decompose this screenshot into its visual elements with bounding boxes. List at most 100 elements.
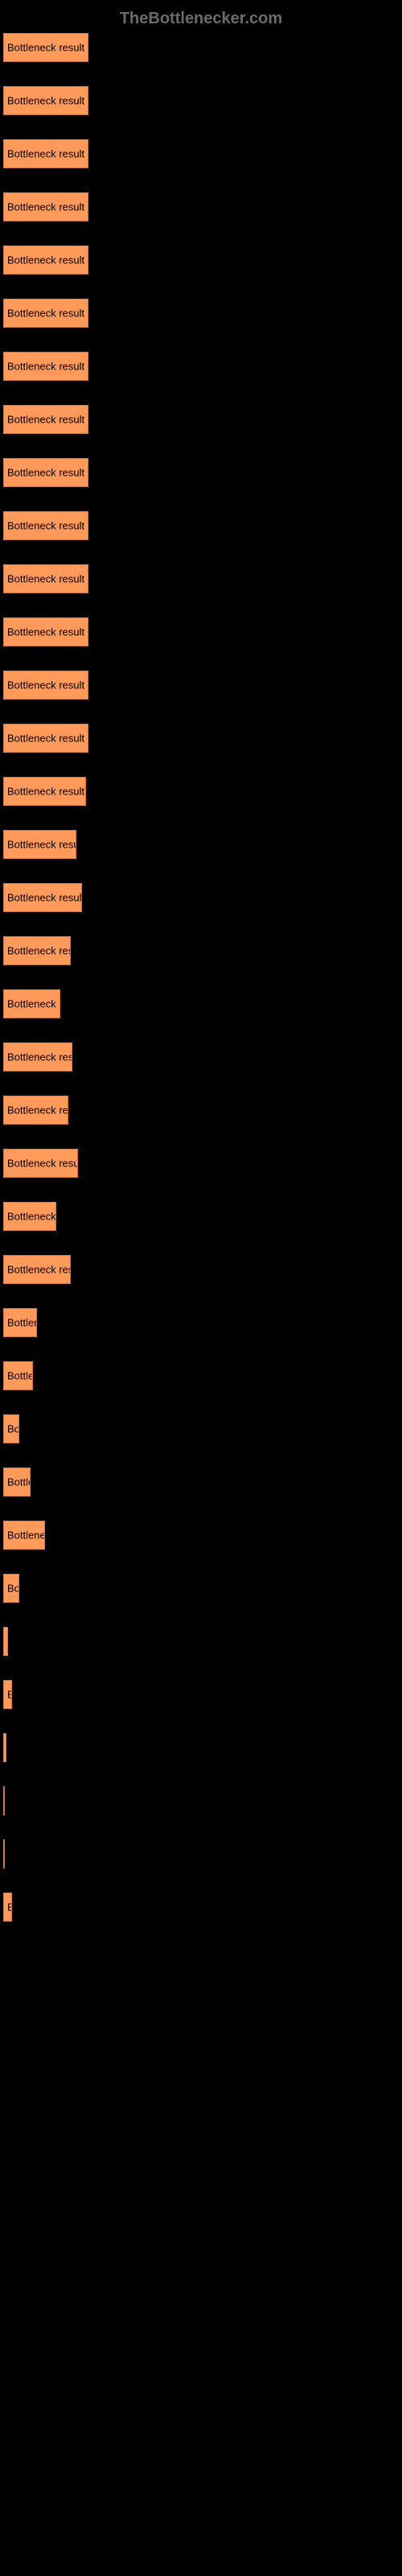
bar: Bottleneck result [3,936,71,965]
bar-label: Bottleneck result [4,1264,70,1276]
bar-row: Bottleneck result [3,1786,399,1815]
bar: Bottleneck result [3,458,88,487]
bar-label: Bottleneck result [4,1370,32,1382]
bar-row: Bottleneck result [3,883,399,912]
bar-label: Bottleneck result [4,679,88,691]
bar: Bottleneck result [3,617,88,646]
bar-row: Bottleneck result [3,511,399,540]
bar: Bottleneck result [3,777,86,806]
bar-row: Bottleneck result [3,777,399,806]
bar-label: Bottleneck result [4,1636,7,1648]
bar-label: Bottleneck result [4,254,88,266]
bar: Bottleneck result [3,1149,78,1178]
bar: Bottleneck result [3,1574,19,1603]
bar-row: Bottleneck result [3,405,399,434]
bar-label: Bottleneck result [4,1583,18,1595]
bar: Bottleneck result [3,724,88,753]
bar-label: Bottleneck result [4,1795,7,1807]
bar-label: Bottleneck result [4,1476,30,1488]
bar: Bottleneck result [3,1786,5,1815]
bar-row: Bottleneck result [3,33,399,62]
bar: Bottleneck result [3,299,88,328]
bar-label: Bottleneck result [4,467,88,479]
bar-row: Bottleneck result [3,1042,399,1071]
bar-label: Bottleneck result [4,201,88,213]
bar-label: Bottleneck result [4,998,59,1010]
bar-label: Bottleneck result [4,1423,18,1435]
bar-row: Bottleneck result [3,671,399,700]
bar: Bottleneck result [3,86,88,115]
bar-label: Bottleneck result [4,1742,7,1754]
bar-row: Bottleneck result [3,724,399,753]
bar-row: Bottleneck result [3,1202,399,1231]
bar-row: Bottleneck result [3,564,399,593]
bar-row: Bottleneck result [3,1149,399,1178]
bar: Bottleneck result [3,405,88,434]
bar-row: Bottleneck result [3,1680,399,1709]
bar-row: Bottleneck result [3,352,399,381]
bar-label: Bottleneck result [4,42,88,54]
bar-row: Bottleneck result [3,1893,399,1922]
bar: Bottleneck result [3,883,82,912]
bar-row: Bottleneck result [3,936,399,965]
bar: Bottleneck result [3,139,88,168]
bar-label: Bottleneck result [4,839,76,851]
bar-label: Bottleneck result [4,1848,7,1860]
bar-row: Bottleneck result [3,299,399,328]
bar-row: Bottleneck result [3,617,399,646]
bar-label: Bottleneck result [4,945,70,957]
bar-row: Bottleneck result [3,1255,399,1284]
bar: Bottleneck result [3,1308,37,1337]
bar-label: Bottleneck result [4,1104,68,1117]
bar: Bottleneck result [3,989,60,1018]
bar: Bottleneck result [3,1414,19,1443]
bar-label: Bottleneck result [4,414,88,426]
header: TheBottlenecker.com [0,0,402,33]
bar-row: Bottleneck result [3,1096,399,1125]
bar: Bottleneck result [3,564,88,593]
bar-row: Bottleneck result [3,830,399,859]
bar-label: Bottleneck result [4,95,88,107]
bar-row: Bottleneck result [3,458,399,487]
bar-row: Bottleneck result [3,1627,399,1656]
bar-row: Bottleneck result [3,246,399,275]
bar: Bottleneck result [3,1521,45,1550]
bar-label: Bottleneck result [4,1317,36,1329]
bar: Bottleneck result [3,1202,56,1231]
bar-row: Bottleneck result [3,1733,399,1762]
bar-label: Bottleneck result [4,361,88,373]
bar: Bottleneck result [3,192,88,221]
bar-label: Bottleneck result [4,148,88,160]
bar-label: Bottleneck result [4,1530,44,1542]
bar: Bottleneck result [3,1680,12,1709]
bar-label: Bottleneck result [4,1211,55,1223]
bar: Bottleneck result [3,1096,68,1125]
bar: Bottleneck result [3,671,88,700]
bar: Bottleneck result [3,246,88,275]
bar-row: Bottleneck result [3,1521,399,1550]
bar-row: Bottleneck result [3,86,399,115]
bar-label: Bottleneck result [4,733,88,745]
bar-label: Bottleneck result [4,626,88,638]
bar: Bottleneck result [3,511,88,540]
bar: Bottleneck result [3,1839,5,1868]
bar: Bottleneck result [3,1468,31,1496]
bar-label: Bottleneck result [4,1689,11,1701]
bar-row: Bottleneck result [3,1308,399,1337]
bar-label: Bottleneck result [4,308,88,320]
bar: Bottleneck result [3,1361,33,1390]
bar-row: Bottleneck result [3,1839,399,1868]
bar-label: Bottleneck result [4,892,81,904]
bar-row: Bottleneck result [3,1414,399,1443]
bar: Bottleneck result [3,352,88,381]
site-title: TheBottlenecker.com [120,10,282,27]
bar-row: Bottleneck result [3,989,399,1018]
bar-label: Bottleneck result [4,520,88,532]
bar: Bottleneck result [3,33,88,62]
bar-label: Bottleneck result [4,573,88,585]
bar: Bottleneck result [3,1042,72,1071]
bar: Bottleneck result [3,830,76,859]
bar-row: Bottleneck result [3,139,399,168]
bar-row: Bottleneck result [3,1574,399,1603]
bar-label: Bottleneck result [4,1051,72,1063]
